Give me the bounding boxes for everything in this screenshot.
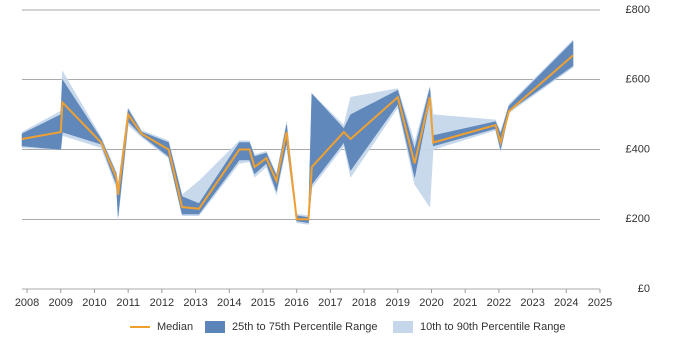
x-tick-label: 2021	[453, 297, 477, 309]
legend-swatch	[393, 321, 413, 333]
x-tick-label: 2015	[251, 297, 275, 309]
x-tick-label: 2023	[520, 297, 544, 309]
x-tick-label: 2011	[116, 297, 140, 309]
y-tick-label: £400	[626, 143, 650, 155]
x-tick-label: 2012	[150, 297, 174, 309]
x-tick-label: 2020	[419, 297, 443, 309]
y-tick-label: £800	[626, 4, 650, 16]
legend-label: 10th to 90th Percentile Range	[420, 321, 566, 333]
x-tick-label: 2018	[352, 297, 376, 309]
band	[21, 39, 574, 225]
x-tick-label: 2014	[217, 297, 241, 309]
legend-swatch	[205, 321, 225, 333]
x-tick-label: 2008	[15, 297, 39, 309]
x-tick-label: 2013	[183, 297, 207, 309]
x-tick-label: 2019	[386, 297, 410, 309]
y-tick-label: £200	[626, 213, 650, 225]
x-tick-label: 2016	[284, 297, 308, 309]
x-tick-label: 2024	[554, 297, 578, 309]
median-line	[21, 54, 574, 221]
x-tick-label: 2025	[588, 297, 612, 309]
y-tick-label: £0	[638, 283, 650, 295]
legend-label: 25th to 75th Percentile Range	[232, 321, 378, 333]
band	[21, 40, 574, 224]
x-tick-label: 2009	[49, 297, 73, 309]
y-tick-label: £600	[626, 74, 650, 86]
x-tick-label: 2010	[82, 297, 106, 309]
legend-label: Median	[157, 321, 193, 333]
x-tick-label: 2022	[487, 297, 511, 309]
x-tick-label: 2017	[318, 297, 342, 309]
